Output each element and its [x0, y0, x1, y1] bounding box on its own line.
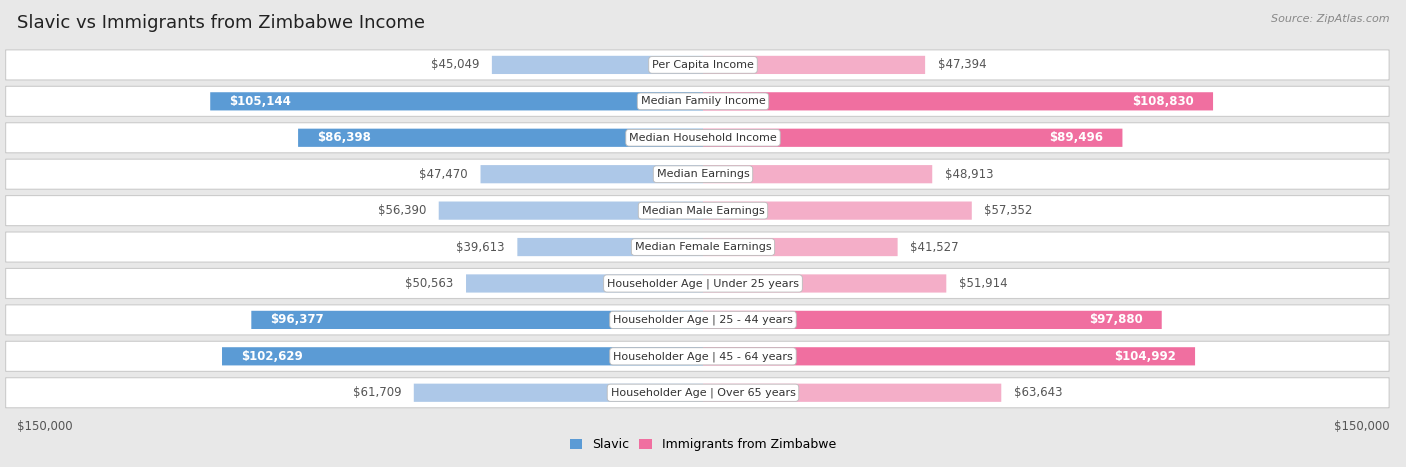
Text: $47,470: $47,470 [419, 168, 468, 181]
Text: $47,394: $47,394 [938, 58, 987, 71]
FancyBboxPatch shape [298, 128, 703, 147]
FancyBboxPatch shape [703, 92, 1213, 110]
FancyBboxPatch shape [6, 86, 1389, 116]
FancyBboxPatch shape [492, 56, 703, 74]
FancyBboxPatch shape [6, 269, 1389, 298]
FancyBboxPatch shape [703, 238, 897, 256]
Text: $86,398: $86,398 [318, 131, 371, 144]
Text: $57,352: $57,352 [984, 204, 1033, 217]
Text: Householder Age | Over 65 years: Householder Age | Over 65 years [610, 388, 796, 398]
FancyBboxPatch shape [211, 92, 703, 110]
Text: Source: ZipAtlas.com: Source: ZipAtlas.com [1271, 14, 1389, 24]
FancyBboxPatch shape [465, 275, 703, 292]
FancyBboxPatch shape [6, 123, 1389, 153]
FancyBboxPatch shape [703, 311, 1161, 329]
Text: $45,049: $45,049 [430, 58, 479, 71]
FancyBboxPatch shape [703, 275, 946, 292]
FancyBboxPatch shape [481, 165, 703, 183]
FancyBboxPatch shape [222, 347, 703, 365]
FancyBboxPatch shape [6, 341, 1389, 371]
FancyBboxPatch shape [252, 311, 703, 329]
FancyBboxPatch shape [6, 196, 1389, 226]
Text: Median Family Income: Median Family Income [641, 96, 765, 106]
FancyBboxPatch shape [6, 232, 1389, 262]
Text: $41,527: $41,527 [910, 241, 959, 254]
Text: $105,144: $105,144 [229, 95, 291, 108]
Text: $150,000: $150,000 [17, 420, 73, 433]
FancyBboxPatch shape [703, 384, 1001, 402]
Text: $96,377: $96,377 [270, 313, 323, 326]
Text: Householder Age | Under 25 years: Householder Age | Under 25 years [607, 278, 799, 289]
Text: Householder Age | 25 - 44 years: Householder Age | 25 - 44 years [613, 315, 793, 325]
Text: Per Capita Income: Per Capita Income [652, 60, 754, 70]
Text: Median Female Earnings: Median Female Earnings [634, 242, 772, 252]
FancyBboxPatch shape [703, 56, 925, 74]
Text: $89,496: $89,496 [1049, 131, 1104, 144]
FancyBboxPatch shape [6, 378, 1389, 408]
Text: Median Household Income: Median Household Income [628, 133, 778, 143]
FancyBboxPatch shape [703, 165, 932, 183]
FancyBboxPatch shape [517, 238, 703, 256]
Text: $39,613: $39,613 [456, 241, 505, 254]
FancyBboxPatch shape [6, 50, 1389, 80]
Text: Median Earnings: Median Earnings [657, 169, 749, 179]
Text: $97,880: $97,880 [1090, 313, 1143, 326]
Text: Slavic vs Immigrants from Zimbabwe Income: Slavic vs Immigrants from Zimbabwe Incom… [17, 14, 425, 32]
Text: Median Male Earnings: Median Male Earnings [641, 205, 765, 216]
FancyBboxPatch shape [703, 347, 1195, 365]
Text: $102,629: $102,629 [240, 350, 302, 363]
Text: $61,709: $61,709 [353, 386, 401, 399]
Text: Householder Age | 45 - 64 years: Householder Age | 45 - 64 years [613, 351, 793, 361]
Text: $150,000: $150,000 [1333, 420, 1389, 433]
Text: $50,563: $50,563 [405, 277, 453, 290]
Text: $51,914: $51,914 [959, 277, 1008, 290]
Legend: Slavic, Immigrants from Zimbabwe: Slavic, Immigrants from Zimbabwe [565, 433, 841, 456]
Text: $56,390: $56,390 [378, 204, 426, 217]
Text: $108,830: $108,830 [1132, 95, 1194, 108]
FancyBboxPatch shape [6, 305, 1389, 335]
FancyBboxPatch shape [703, 201, 972, 219]
FancyBboxPatch shape [703, 128, 1122, 147]
FancyBboxPatch shape [413, 384, 703, 402]
Text: $63,643: $63,643 [1014, 386, 1063, 399]
FancyBboxPatch shape [6, 159, 1389, 189]
Text: $104,992: $104,992 [1114, 350, 1175, 363]
Text: $48,913: $48,913 [945, 168, 994, 181]
FancyBboxPatch shape [439, 201, 703, 219]
